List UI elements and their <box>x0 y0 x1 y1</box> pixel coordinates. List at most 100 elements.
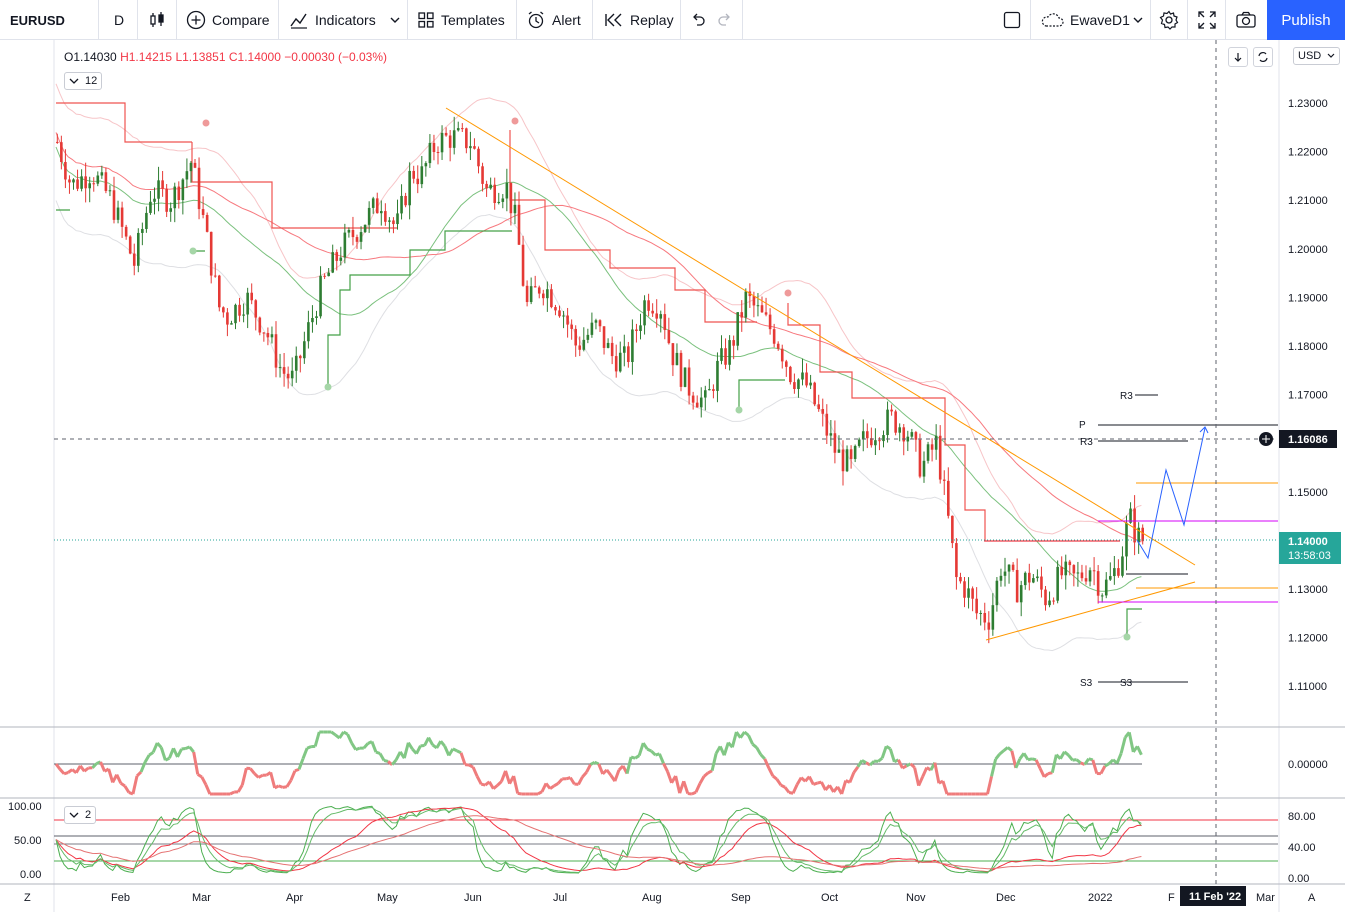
osc1-segment <box>370 741 378 753</box>
candle-body <box>918 439 922 477</box>
price-axis-label: 1.23000 <box>1288 98 1328 110</box>
publish-button[interactable]: Publish <box>1267 0 1345 40</box>
undo-button[interactable] <box>689 0 707 40</box>
candle-body <box>157 180 160 199</box>
osc1-segment <box>674 775 682 794</box>
trailing-stop-dot <box>784 289 792 297</box>
candle-body <box>732 340 735 346</box>
candle-body <box>566 315 569 325</box>
osc-indicators-toggle[interactable]: 2 <box>64 806 97 824</box>
osc1-segment <box>278 784 284 789</box>
trendline-resistance[interactable] <box>445 107 1196 566</box>
candle-body <box>902 427 906 442</box>
candle-body <box>294 355 298 371</box>
trailing-stop-green <box>56 209 1142 637</box>
camera-icon <box>1236 11 1256 28</box>
price-axis-label: 1.11000 <box>1288 681 1327 693</box>
candle-body <box>375 198 379 214</box>
candle-body <box>489 184 492 189</box>
osc1-segment <box>642 742 649 750</box>
candle-body <box>793 382 796 389</box>
alert-button[interactable]: Alert <box>526 0 581 40</box>
osc1-segment <box>452 747 458 753</box>
osc1-segment <box>107 768 115 783</box>
osc1-segment <box>480 782 486 787</box>
indicators-button[interactable]: Indicators <box>289 0 376 40</box>
chart-canvas[interactable]: R3 P R3 S3 S3 1.23000 1.22000 1.21000 1.200… <box>0 40 1345 912</box>
redo-button[interactable] <box>716 0 734 40</box>
candle-body <box>602 326 606 348</box>
zoom-z-button[interactable]: Z <box>24 892 31 904</box>
candle-body <box>412 170 415 179</box>
oscillator-pane-2[interactable] <box>54 805 1278 874</box>
candle-body <box>914 432 918 440</box>
osc1-segment <box>346 733 354 744</box>
oscillator-pane-1[interactable] <box>54 730 1143 796</box>
candlestick-series[interactable] <box>56 116 1144 644</box>
osc1-segment <box>569 776 576 785</box>
main-indicators-toggle[interactable]: 12 <box>64 72 103 90</box>
candle-body <box>497 201 501 204</box>
candle-body <box>651 310 654 314</box>
fullscreen-button[interactable] <box>1197 0 1217 40</box>
crosshair-date-label: 11 Feb '22 <box>1189 891 1241 903</box>
osc1-segment <box>375 750 381 755</box>
time-axis-label: Apr <box>286 892 303 904</box>
replay-label: Replay <box>630 12 674 28</box>
chart-type-button[interactable] <box>148 0 166 40</box>
candle-body <box>173 186 177 209</box>
osc1-segment <box>605 768 613 777</box>
osc1-segment <box>517 791 522 796</box>
candle-body <box>849 449 853 459</box>
candle-body <box>477 148 480 167</box>
candle-body <box>926 444 930 461</box>
osc1-segment <box>755 746 762 756</box>
candle-body <box>772 329 776 344</box>
band-lower-line <box>55 200 1142 652</box>
main-price-pane[interactable] <box>54 40 1278 884</box>
osc1-segment <box>630 755 636 760</box>
time-axis[interactable]: Feb Mar Apr May Jun Jul Aug Sep Oct Nov Dec 2022 F Ma… <box>111 892 1275 904</box>
osc1-segment <box>861 759 867 764</box>
indicators-dropdown[interactable] <box>389 0 401 40</box>
osc1-segment <box>1127 732 1135 753</box>
symbol-search-button[interactable]: EURUSD <box>10 0 65 40</box>
auto-scale-button[interactable]: A <box>1308 892 1316 904</box>
osc1-segment <box>852 765 860 774</box>
candle-body <box>866 431 869 439</box>
interval-button[interactable]: D <box>114 0 124 40</box>
osc1-segment <box>350 742 357 751</box>
wave-projection-path[interactable] <box>1136 427 1206 560</box>
osc1-segment <box>941 780 949 795</box>
osc2-right-label-40: 40.00 <box>1288 842 1316 854</box>
osc1-segment <box>415 745 422 755</box>
currency-dropdown[interactable]: USD <box>1293 47 1341 65</box>
osc2-slow-line <box>55 806 1142 873</box>
osc1-segment <box>707 769 713 775</box>
snapshot-button[interactable] <box>1235 0 1257 40</box>
trendline-support[interactable] <box>985 581 1196 641</box>
templates-button[interactable]: Templates <box>417 0 505 40</box>
osc1-segment <box>694 782 702 793</box>
layout-dropdown[interactable] <box>1132 0 1144 40</box>
scroll-to-latest-button[interactable] <box>1228 47 1248 67</box>
candle-body <box>440 132 444 153</box>
osc1-segment <box>880 745 888 759</box>
osc1-segment <box>1075 758 1082 765</box>
layout-name-button[interactable]: EwaveD1 <box>1040 0 1130 40</box>
compare-button[interactable]: Compare <box>186 0 270 40</box>
candle-body <box>120 207 124 227</box>
osc1-segment <box>893 758 900 764</box>
price-axis[interactable]: 1.23000 1.22000 1.21000 1.20000 1.19000 1.180… <box>1288 98 1328 693</box>
candle-body <box>813 382 816 405</box>
candle-body <box>623 346 626 353</box>
candle-body <box>1100 595 1104 597</box>
candle-body <box>303 341 306 359</box>
replay-button[interactable]: Replay <box>604 0 674 40</box>
settings-button[interactable] <box>1159 0 1179 40</box>
candle-body <box>501 198 505 202</box>
reset-scale-button[interactable] <box>1253 47 1273 67</box>
candle-body <box>712 389 715 391</box>
price-axis-label: 1.13000 <box>1288 584 1328 596</box>
fullscreen-layout-toggle[interactable] <box>1002 0 1022 40</box>
